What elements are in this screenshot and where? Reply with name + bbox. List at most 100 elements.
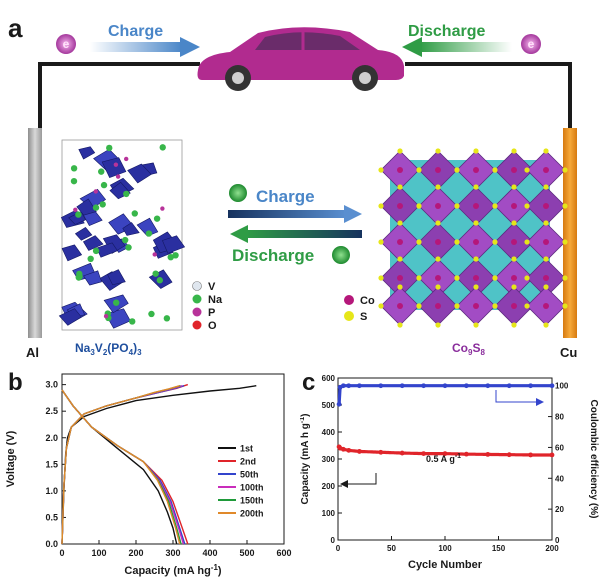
vo6-octahedron <box>58 308 82 326</box>
panel-b-ytick-label: 0.0 <box>45 539 58 549</box>
na-atom <box>99 201 106 208</box>
al-label: Al <box>26 345 39 360</box>
al-current-collector <box>28 128 42 338</box>
point-capacity <box>421 451 426 456</box>
s-atom <box>511 322 517 328</box>
curve-100th-charge <box>61 385 183 545</box>
s-atom <box>562 275 568 281</box>
na-atom <box>112 299 120 306</box>
panel-b-xtick-label: 300 <box>165 548 180 558</box>
co-atom <box>473 239 479 245</box>
panel-b-ytick-label: 2.0 <box>45 433 58 443</box>
cathode-formula-label: Na3V2(PO4)3 <box>75 341 142 357</box>
panel-b-ytick-label: 2.5 <box>45 406 58 416</box>
co-atom <box>473 275 479 281</box>
point-capacity <box>357 449 362 454</box>
capacity-axis-pointer-icon <box>340 473 377 488</box>
mid-charge-arrow-icon <box>228 205 362 223</box>
legend-p-label: P <box>208 307 215 319</box>
s-atom <box>473 184 479 190</box>
na-atom <box>76 270 83 278</box>
s-atom <box>454 167 460 173</box>
legend-na-label: Na <box>208 294 223 306</box>
panel-c-xtick-label: 0 <box>336 544 341 553</box>
vo6-octahedron <box>76 198 97 216</box>
s-atom <box>543 256 549 262</box>
panel-c-xlabel: Cycle Number <box>408 559 483 571</box>
na-atom <box>152 270 159 277</box>
top-charge-label: Charge <box>108 23 163 40</box>
s-atom <box>524 167 530 173</box>
curve-200th-discharge <box>61 389 181 545</box>
co-atom <box>397 167 403 173</box>
panel-c-ytick-left-label: 300 <box>322 455 336 464</box>
point-coulombic-efficiency <box>399 383 405 389</box>
point-capacity <box>442 451 448 456</box>
panel-c-ytick-right-label: 100 <box>555 382 569 391</box>
p-atom <box>93 189 98 194</box>
s-atom <box>435 284 441 290</box>
curve-2nd-charge <box>61 383 189 545</box>
p-atom <box>152 252 157 257</box>
co-atom <box>473 303 479 309</box>
point-capacity <box>549 452 555 458</box>
point-coulombic-efficiency <box>336 401 342 407</box>
panel-c-ytick-left-label: 500 <box>322 401 336 410</box>
na-atom <box>163 315 171 322</box>
vo6-octahedron <box>107 269 126 286</box>
legend-label-1st: 1st <box>240 444 253 454</box>
co-atom <box>397 239 403 245</box>
panel-b-xtick-label: 100 <box>91 548 106 558</box>
s-atom <box>511 184 517 190</box>
point-coulombic-efficiency <box>340 383 346 389</box>
s-atom <box>416 239 422 245</box>
electron-right-icon: e <box>521 34 541 54</box>
series-coulombic-efficiency <box>337 384 552 405</box>
s-atom <box>492 167 498 173</box>
legend-na-dot <box>192 294 202 304</box>
na-atom <box>129 318 136 325</box>
point-coulombic-efficiency <box>528 383 533 389</box>
curve-2nd-discharge <box>61 389 189 545</box>
na-atom <box>70 177 78 185</box>
legend-p-dot <box>192 307 202 317</box>
curve-50th-discharge <box>61 389 186 545</box>
panel-c-rate-annotation: 0.5 A g-1 <box>426 453 461 464</box>
s-atom <box>511 148 517 154</box>
s-atom <box>397 220 403 226</box>
point-capacity <box>340 446 346 452</box>
top-charge-arrow-icon <box>90 37 200 57</box>
na-atom <box>167 253 174 261</box>
s-atom <box>454 303 460 309</box>
p-atom <box>103 313 109 319</box>
curve-1st-charge <box>61 385 257 545</box>
co-atom <box>435 303 441 309</box>
co-atom <box>511 203 517 209</box>
legend-label-50th: 50th <box>240 470 259 480</box>
anode-formula-label: Co9S8 <box>452 341 485 357</box>
na-atom <box>92 247 100 255</box>
vo6-octahedron <box>101 157 127 178</box>
legend-s-dot <box>344 311 354 321</box>
co-atom <box>435 275 441 281</box>
s-atom <box>543 284 549 290</box>
na-atom <box>106 144 113 152</box>
legend-s-label: S <box>360 311 367 323</box>
co-atom <box>543 167 549 173</box>
vo6-octahedron <box>82 235 104 251</box>
p-atom <box>113 162 119 167</box>
na-atom <box>100 181 108 189</box>
s-atom <box>397 322 403 328</box>
curve-200th-charge <box>61 385 180 545</box>
s-atom <box>435 256 441 262</box>
point-coulombic-efficiency <box>549 383 555 389</box>
panel-b-ytick-label: 1.0 <box>45 486 58 496</box>
panel-c-ytick-left-label: 100 <box>322 509 336 518</box>
point-coulombic-efficiency <box>357 383 362 389</box>
panel-b-xtick-label: 0 <box>59 548 64 558</box>
co-atom <box>397 275 403 281</box>
vo6-octahedron <box>74 227 93 241</box>
s-atom <box>543 322 549 328</box>
na-atom <box>70 165 78 172</box>
anode-atom-legend: Co S <box>344 295 375 323</box>
